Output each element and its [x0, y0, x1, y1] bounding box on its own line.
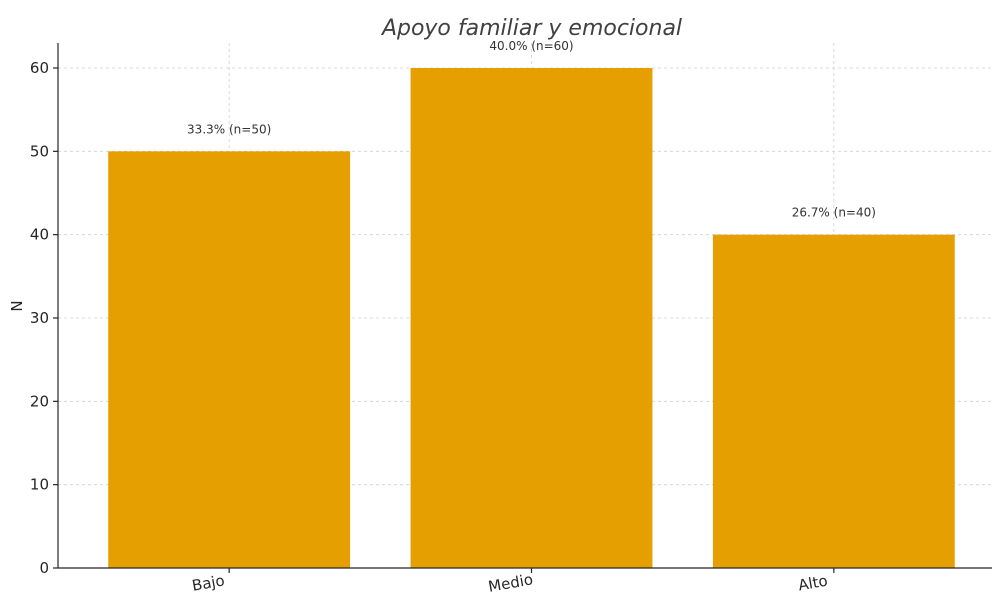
x-tick-label: Medio [487, 570, 534, 596]
y-axis-label: N [8, 300, 26, 311]
bar-alto [712, 234, 955, 568]
bar-data-label: 40.0% (n=60) [489, 39, 573, 53]
y-tick-label: 30 [30, 309, 49, 327]
y-tick-label: 20 [30, 392, 49, 410]
y-tick-label: 50 [30, 142, 49, 160]
y-tick-label: 60 [30, 59, 49, 77]
axis-layer [57, 43, 992, 569]
x-tick-label: Alto [797, 572, 829, 595]
bar-data-label: 33.3% (n=50) [187, 122, 271, 136]
y-tick-label: 40 [30, 226, 49, 244]
y-tick-label: 0 [39, 559, 49, 577]
bar-medio [410, 68, 653, 568]
bar-bajo [108, 151, 351, 569]
chart-title: Apoyo familiar y emocional [380, 16, 682, 41]
label-layer: 0 10 20 30 40 50 60 33.3% (n=50) 40.0% (n=60) 26.… [30, 39, 876, 596]
y-tick-label: 10 [30, 476, 49, 494]
bar-data-label: 26.7% (n=40) [792, 206, 876, 220]
bar-layer [108, 68, 955, 569]
x-tick-label: Bajo [191, 571, 226, 594]
